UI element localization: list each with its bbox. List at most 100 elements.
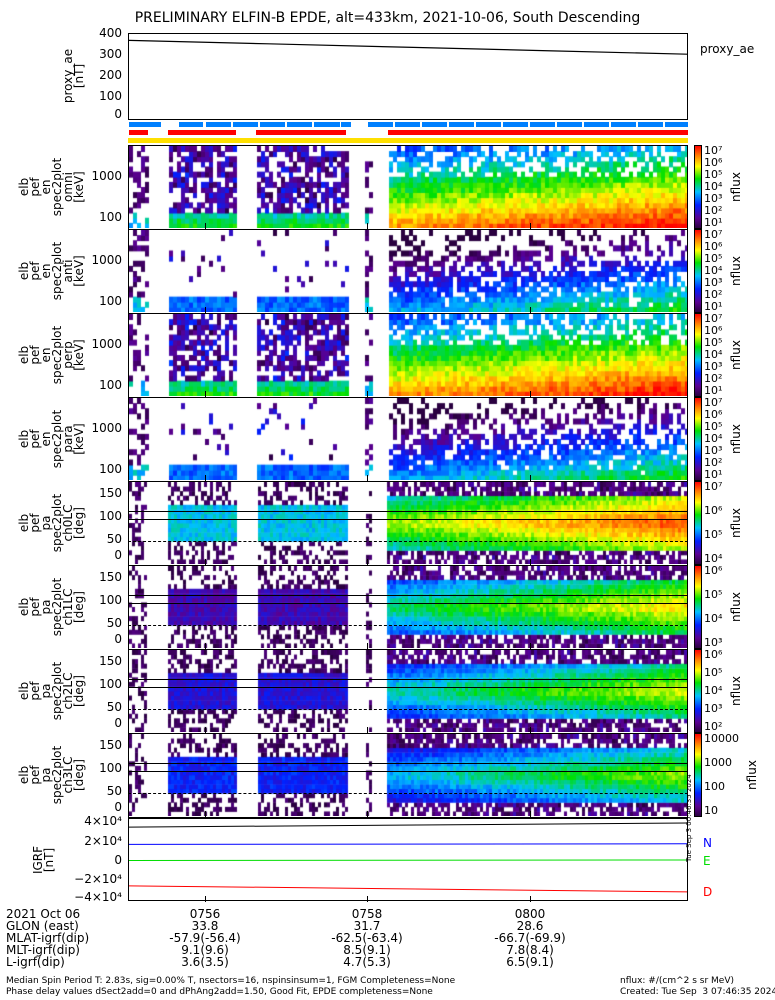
- colorbar-tick-label: 10³: [704, 702, 723, 715]
- loss-cone-line: [128, 687, 688, 688]
- igrf-panel: [128, 818, 688, 901]
- colorbar-unit-label: nflux: [729, 508, 743, 538]
- colorbar-tick-label: 10¹: [704, 216, 723, 229]
- colorbar-tick-label: 10²: [704, 288, 723, 301]
- colorbar-tick-label: 10⁴: [704, 612, 723, 625]
- time-tick: [367, 475, 368, 481]
- proxy-ae-tick-label: 0: [114, 107, 122, 121]
- colorbar-tick-label: 10³: [704, 360, 723, 373]
- colorbar-tick-label: 10⁵: [704, 528, 723, 541]
- colorbar-tick-label: 10³: [704, 276, 723, 289]
- energy-spectrogram-0: [129, 146, 687, 228]
- pa-tick-label: 150: [99, 738, 122, 752]
- coverage-bar-blue: [129, 122, 161, 127]
- coverage-bar-blue: [638, 122, 663, 127]
- coverage-bar-red: [168, 130, 236, 135]
- igrf-line-e: [129, 859, 687, 862]
- colorbar-tick-label: 10⁴: [704, 552, 723, 565]
- colorbar-tick-label: 10⁵: [704, 336, 723, 349]
- time-tick: [205, 475, 206, 481]
- pa-tick-label: 0: [114, 548, 122, 562]
- footer-note-1: Median Spin Period T: 2.83s, sig=0.00% T…: [6, 976, 456, 986]
- colorbar-pa-1: [694, 565, 702, 649]
- loss-cone-line: [128, 595, 688, 596]
- colorbar-tick-label: 10⁶: [704, 564, 723, 577]
- coverage-bar-blue: [611, 122, 636, 127]
- energy-spectrogram-2: [129, 314, 687, 396]
- colorbar-tick-label: 10⁷: [704, 396, 723, 409]
- spec-tick-label: 100: [99, 294, 122, 308]
- pa-tick-label: 0: [114, 800, 122, 814]
- time-tick: [530, 391, 531, 397]
- coverage-bar-blue: [179, 122, 203, 127]
- pitch-angle-spectrogram-0: [129, 482, 687, 564]
- time-tick: [205, 896, 206, 902]
- coverage-bar-blue: [206, 122, 231, 127]
- footer-row-label: GLON (east): [6, 919, 79, 933]
- colorbar-pa-3: [694, 733, 702, 817]
- colorbar-tick-label: 10⁴: [704, 432, 723, 445]
- footer-row-value: 0758: [351, 907, 383, 921]
- spec-panel-frame: [128, 397, 688, 482]
- plot-title: PRELIMINARY ELFIN-B EPDE, alt=433km, 202…: [134, 10, 641, 26]
- colorbar-tick-label: 10⁷: [704, 312, 723, 325]
- coverage-bar-blue: [503, 122, 528, 127]
- colorbar-tick-label: 100: [704, 780, 725, 793]
- colorbar-tick-label: 10³: [704, 192, 723, 205]
- footer-row-label: L-igrf(dip): [6, 955, 65, 969]
- colorbar-tick-label: 10⁵: [704, 666, 723, 679]
- footer-row-value: -57.9(-56.4): [169, 931, 241, 945]
- coverage-bar-blue: [341, 122, 351, 127]
- proxy-ae-tick-label: 100: [99, 89, 122, 103]
- time-tick: [367, 307, 368, 313]
- colorbar-tick-label: 10⁶: [704, 504, 723, 517]
- coverage-bar-blue: [422, 122, 447, 127]
- colorbar-tick-label: 10⁶: [704, 324, 723, 337]
- coverage-bar-blue: [665, 122, 688, 127]
- igrf-tick-label: 2×10⁴: [84, 834, 122, 848]
- coverage-bar-blue: [557, 122, 582, 127]
- spec-tick-label: 1000: [91, 337, 122, 351]
- spec-tick-label: 100: [99, 210, 122, 224]
- time-tick: [367, 811, 368, 817]
- proxy-ae-plot: [129, 39, 687, 55]
- time-tick: [367, 896, 368, 902]
- pa-tick-label: 50: [106, 700, 122, 714]
- pitch-angle-spectrogram-1: [129, 566, 687, 648]
- coverage-bar-blue: [287, 122, 312, 127]
- colorbar-unit-label: nflux: [729, 592, 743, 622]
- pa-tick-label: 50: [106, 616, 122, 630]
- colorbar-tick-label: 10¹: [704, 384, 723, 397]
- colorbar-unit-label: nflux: [729, 256, 743, 286]
- igrf-legend-d: D: [703, 885, 713, 899]
- colorbar-unit-label: nflux: [729, 340, 743, 370]
- time-tick: [205, 727, 206, 733]
- pa-panel-frame: [128, 649, 688, 734]
- igrf-line-total: [129, 822, 687, 828]
- igrf-tick-label: −4×10⁴: [74, 890, 122, 904]
- time-tick: [367, 223, 368, 229]
- pa-tick-label: 100: [99, 593, 122, 607]
- colorbar-tick-label: 10⁶: [704, 648, 723, 661]
- colorbar-tick-label: 10⁷: [704, 228, 723, 241]
- colorbar-unit-label: nflux: [729, 676, 743, 706]
- pa-panel-frame: [128, 733, 688, 818]
- footer-row-label: MLAT-igrf(dip): [6, 931, 90, 945]
- coverage-bar-red: [129, 130, 148, 135]
- pa-tick-label: 0: [114, 716, 122, 730]
- pa-tick-label: 150: [99, 654, 122, 668]
- colorbar-tick-label: 10³: [704, 444, 723, 457]
- time-tick: [205, 643, 206, 649]
- colorbar-tick-label: 10000: [704, 732, 739, 745]
- footer-row-label: MLT-igrf(dip): [6, 943, 80, 957]
- pa-tick-label: 50: [106, 532, 122, 546]
- time-tick: [205, 223, 206, 229]
- colorbar-tick-label: 10³: [704, 636, 723, 649]
- time-tick: [367, 727, 368, 733]
- colorbar-tick-label: 10⁶: [704, 408, 723, 421]
- pa-tick-label: 100: [99, 509, 122, 523]
- colorbar-tick-label: 10⁶: [704, 240, 723, 253]
- colorbar-tick-label: 10⁴: [704, 180, 723, 193]
- footer-row-value: 0756: [189, 907, 221, 921]
- spec-tick-label: 100: [99, 378, 122, 392]
